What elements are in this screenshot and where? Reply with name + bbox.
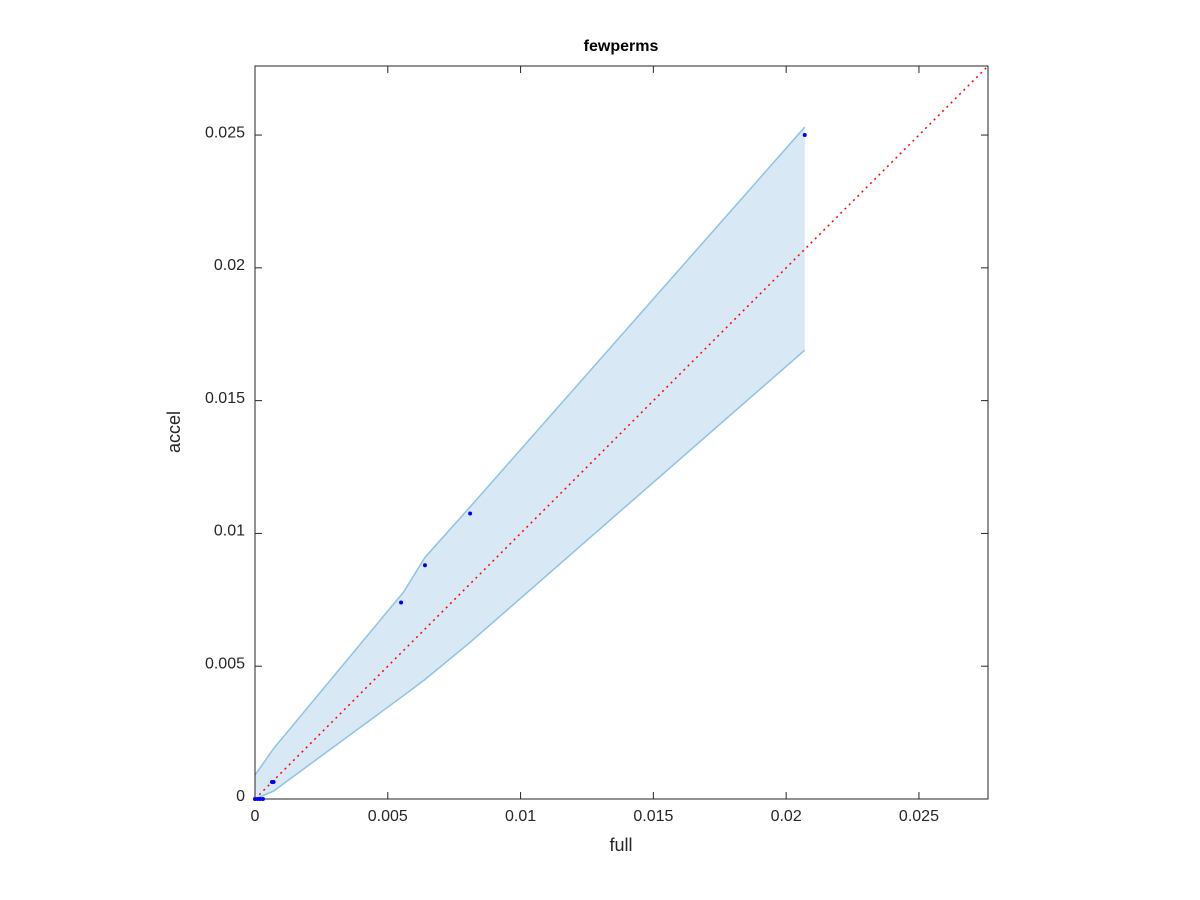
data-point xyxy=(271,780,276,785)
data-point xyxy=(802,133,807,138)
chart-title: fewperms xyxy=(584,38,659,55)
y-tick-label: 0 xyxy=(236,788,245,805)
y-tick-label: 0.01 xyxy=(214,523,245,540)
band-lower-line xyxy=(254,349,806,800)
data-point xyxy=(468,511,473,516)
data-point xyxy=(399,600,404,605)
confidence-band xyxy=(255,127,805,800)
x-tick-label: 0.015 xyxy=(633,808,673,825)
y-tick-label: 0.02 xyxy=(214,257,245,274)
plot-frame xyxy=(254,65,989,800)
x-tick-label: 0.025 xyxy=(899,808,939,825)
x-tick-label: 0 xyxy=(251,808,260,825)
band-upper-line xyxy=(254,126,806,776)
y-tick-label: 0.025 xyxy=(205,124,245,141)
y-tick-label: 0.005 xyxy=(205,655,245,672)
data-point xyxy=(260,797,265,801)
y-tick-label: 0.015 xyxy=(205,390,245,407)
y-axis-label: accel xyxy=(164,411,184,453)
x-tick-label: 0.02 xyxy=(771,808,802,825)
x-tick-label: 0.01 xyxy=(505,808,536,825)
x-axis-label: full xyxy=(609,835,632,855)
data-point xyxy=(422,563,427,568)
x-tick-label: 0.005 xyxy=(368,808,408,825)
